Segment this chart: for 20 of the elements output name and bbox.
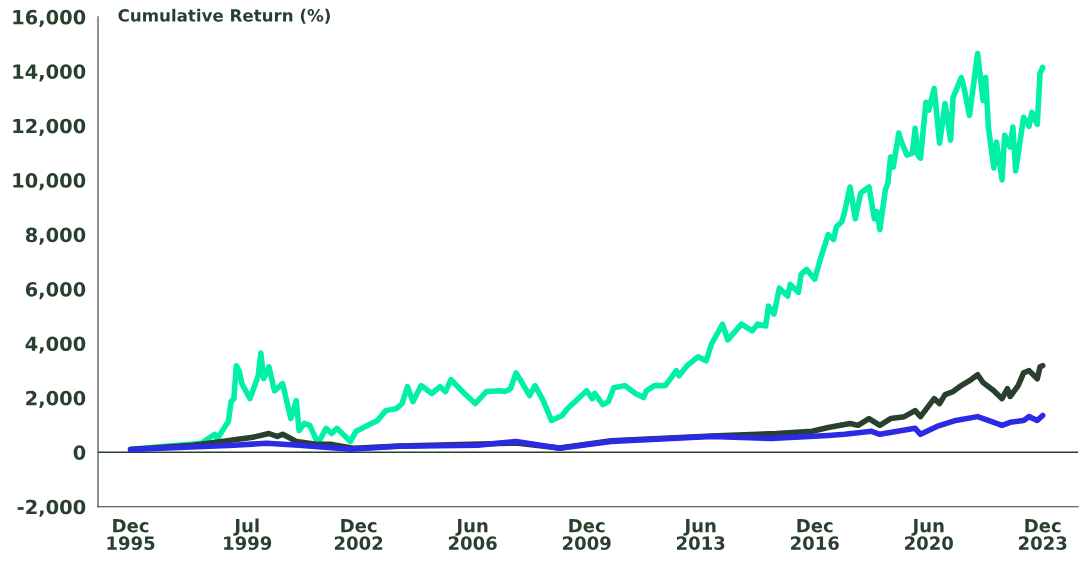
x-tick-label: Jun 2013 (676, 519, 725, 550)
y-tick-label: 0 (73, 445, 86, 460)
x-tick-label: Dec 2009 (562, 519, 611, 550)
y-tick-label: 4,000 (25, 336, 86, 354)
y-tick-label: 14,000 (13, 64, 86, 82)
x-tick-label: Dec 2023 (1019, 519, 1067, 550)
y-axis-title: Cumulative Return (%) (118, 8, 330, 24)
y-tick-label: 10,000 (13, 173, 86, 191)
y-tick-label: 16,000 (13, 9, 86, 28)
x-tick-label: Dec 1995 (107, 519, 155, 550)
y-tick-label: 2,000 (26, 390, 86, 408)
x-tick-label: Dec 2002 (334, 519, 383, 550)
x-tick-label: Jun 2006 (448, 519, 497, 550)
x-tick-label: Jun 2020 (905, 519, 953, 550)
y-tick-label: 6,000 (25, 281, 86, 300)
y-tick-label: 12,000 (13, 118, 86, 136)
x-tick-label: Dec 2016 (791, 519, 839, 550)
x-tick-label: Jul 1999 (224, 518, 272, 550)
y-tick-label: 8,000 (25, 227, 86, 245)
y-tick-label: -2,000 (17, 499, 86, 517)
